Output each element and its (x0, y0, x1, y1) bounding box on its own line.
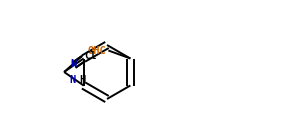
Text: N: N (71, 59, 77, 69)
Text: H: H (79, 75, 85, 85)
Text: OHC: OHC (88, 45, 106, 56)
Text: N: N (70, 75, 76, 85)
Text: Cl: Cl (84, 51, 97, 61)
